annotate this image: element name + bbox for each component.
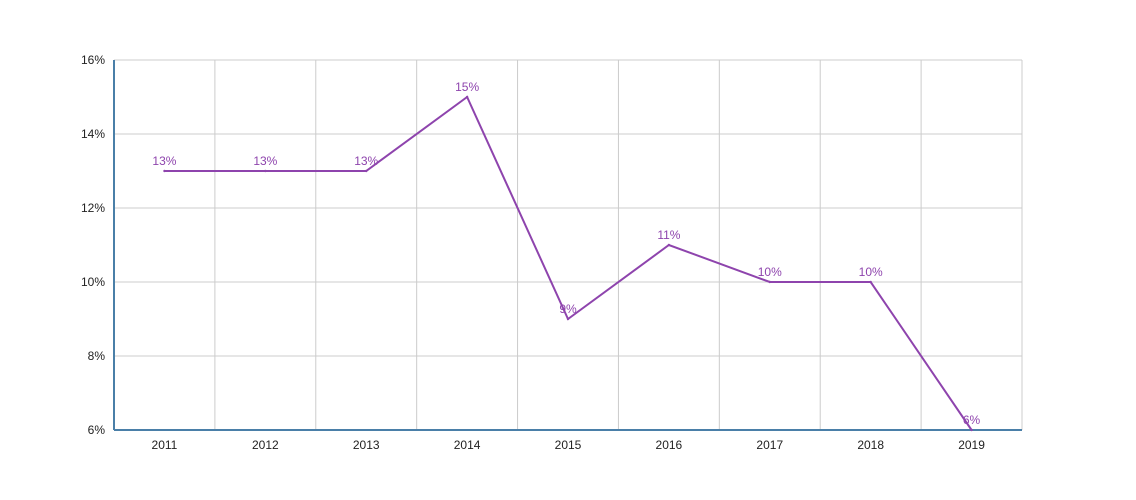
- data-point: [365, 169, 368, 173]
- y-tick-label: 16%: [81, 53, 105, 67]
- data-point: [264, 169, 267, 173]
- x-tick-label: 2015: [555, 438, 582, 452]
- y-tick-label: 6%: [88, 423, 106, 437]
- x-tick-label: 2017: [756, 438, 783, 452]
- x-tick-label: 2019: [958, 438, 985, 452]
- y-tick-label: 10%: [81, 275, 105, 289]
- x-tick-label: 2012: [252, 438, 279, 452]
- y-tick-label: 12%: [81, 201, 105, 215]
- data-labels: 13% 13% 13% 15% 9% 11% 10% 10% 6%: [152, 80, 980, 427]
- data-label: 15%: [455, 80, 479, 94]
- y-tick-label: 8%: [88, 349, 106, 363]
- data-label: 13%: [354, 154, 378, 168]
- data-label: 13%: [253, 154, 277, 168]
- data-label: 6%: [963, 413, 981, 427]
- data-label: 9%: [559, 302, 577, 316]
- data-point: [970, 428, 973, 432]
- series-line: [164, 95, 973, 431]
- x-tick-label: 2011: [152, 438, 178, 452]
- data-point: [768, 280, 771, 284]
- x-tick-label: 2014: [454, 438, 481, 452]
- x-axis-ticks: 2011 2012 2013 2014 2015 2016 2017 2018 2019: [152, 438, 986, 452]
- data-label: 10%: [859, 265, 883, 279]
- data-point: [667, 243, 671, 247]
- y-axis-ticks: 6% 8% 10% 12% 14% 16%: [81, 53, 105, 437]
- data-point: [465, 95, 469, 99]
- y-tick-label: 14%: [81, 127, 105, 141]
- data-point: [869, 280, 872, 284]
- data-point: [566, 317, 570, 321]
- series-layer: [163, 95, 973, 432]
- x-tick-label: 2013: [353, 438, 380, 452]
- data-point: [163, 169, 166, 173]
- x-tick-label: 2018: [857, 438, 884, 452]
- grid: [114, 59, 1023, 430]
- axes: [113, 60, 1022, 431]
- data-label: 10%: [758, 265, 782, 279]
- x-tick-label: 2016: [656, 438, 683, 452]
- data-label: 13%: [152, 154, 176, 168]
- data-label: 11%: [657, 228, 680, 242]
